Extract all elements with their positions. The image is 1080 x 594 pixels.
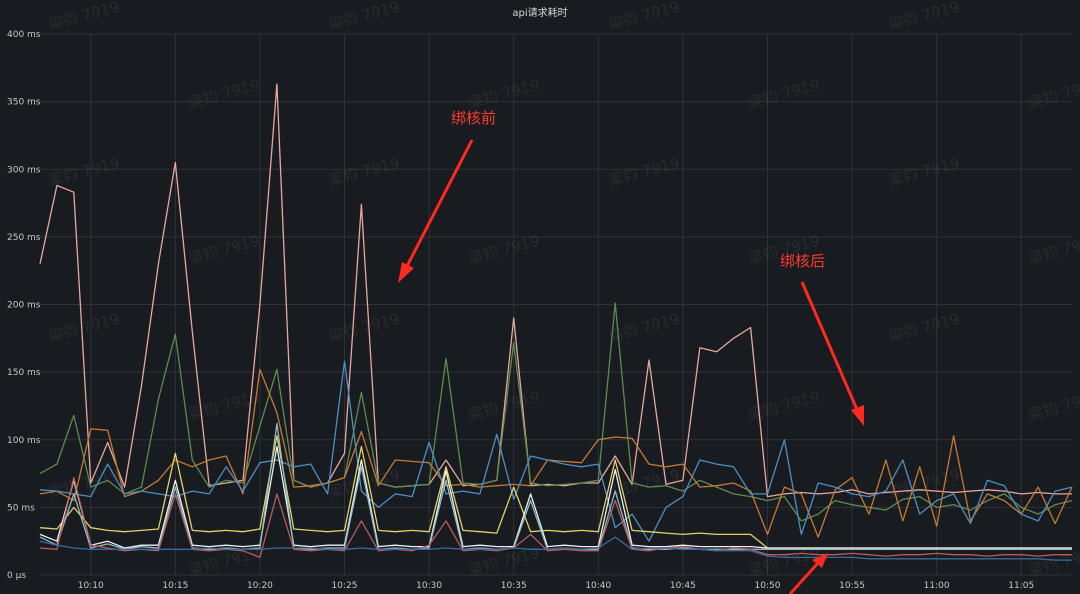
y-tick-label: 300 ms <box>7 165 41 175</box>
watermark-text: 梁钧 7919 <box>46 0 121 34</box>
annotation-before-label: 绑核前 <box>451 109 496 127</box>
arrow-after-head <box>851 405 864 426</box>
series-layer <box>39 83 1073 561</box>
x-tick-label: 10:55 <box>839 581 865 591</box>
series-line-3 <box>39 368 1073 538</box>
series-line-4 <box>39 360 1073 542</box>
y-tick-label: 200 ms <box>7 301 41 311</box>
watermark-text: 梁钧 7919 <box>606 0 681 34</box>
series-line-2 <box>39 302 1073 522</box>
watermark-text: 梁钧 7919 <box>1026 388 1080 424</box>
watermark-text: 梁钧 7919 <box>46 466 121 502</box>
annotations: 绑核前 绑核后 <box>398 109 864 594</box>
y-tick-label: 350 ms <box>7 98 41 108</box>
x-tick-label: 10:20 <box>247 581 273 591</box>
arrow-bottom <box>788 561 820 594</box>
arrow-before-head <box>398 262 414 283</box>
watermark-text: 梁钧 7919 <box>466 76 541 112</box>
x-tick-label: 11:05 <box>1008 581 1034 591</box>
watermark-text: 梁钧 7919 <box>46 310 121 346</box>
watermark-text: 梁钧 7919 <box>746 76 821 112</box>
x-tick-label: 10:25 <box>332 581 358 591</box>
x-tick-label: 10:15 <box>162 581 188 591</box>
y-axis: 0 μs 50 ms 100 ms 150 ms 200 ms 250 ms 300 ms 3… <box>7 30 41 581</box>
y-tick-label: 150 ms <box>7 368 41 378</box>
arrow-after <box>800 281 860 413</box>
y-tick-label: 100 ms <box>7 436 41 446</box>
watermark-text: 梁钧 7919 <box>886 154 961 190</box>
x-axis: 10:10 10:15 10:20 10:25 10:30 10:35 10:40 10:45… <box>78 581 1034 591</box>
chart-title: api请求耗时 <box>512 8 568 19</box>
x-tick-label: 10:10 <box>78 581 104 591</box>
watermark-text: 梁钧 7919 <box>606 154 681 190</box>
x-tick-label: 10:50 <box>755 581 781 591</box>
watermark-text: 梁钧 7919 <box>186 76 261 112</box>
x-tick-label: 10:40 <box>585 581 611 591</box>
y-tick-label: 400 ms <box>7 30 41 40</box>
y-tick-label: 250 ms <box>7 233 41 243</box>
series-line-6 <box>39 445 1072 549</box>
watermark-text: 梁钧 7919 <box>326 154 401 190</box>
series-line-1 <box>39 83 1072 498</box>
annotation-after-label: 绑核后 <box>780 252 825 270</box>
x-tick-label: 11:00 <box>924 581 950 591</box>
x-tick-label: 10:45 <box>670 581 696 591</box>
y-tick-label: 50 ms <box>7 503 35 513</box>
series-line-9 <box>39 536 1072 561</box>
arrow-bottom-head <box>812 553 828 568</box>
watermark-text: 梁钧 7919 <box>886 310 961 346</box>
arrow-before <box>403 139 474 271</box>
watermark-text: 梁钧 7919 <box>1026 76 1080 112</box>
y-tick-label: 0 μs <box>7 571 26 581</box>
x-tick-label: 10:35 <box>501 581 527 591</box>
watermark-text: 梁钧 7919 <box>886 0 961 34</box>
x-tick-label: 10:30 <box>416 581 442 591</box>
watermark-text: 梁钧 7919 <box>326 310 401 346</box>
watermark-text: 梁钧 7919 <box>46 154 121 190</box>
series-line-8 <box>39 476 1072 559</box>
watermark-text: 梁钧 7919 <box>326 0 401 34</box>
